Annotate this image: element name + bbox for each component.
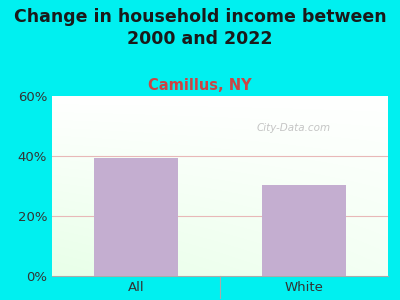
Bar	[262, 184, 346, 276]
Text: City-Data.com: City-Data.com	[257, 123, 331, 134]
Bar	[94, 158, 178, 276]
Text: Change in household income between
2000 and 2022: Change in household income between 2000 …	[14, 8, 386, 48]
Text: Camillus, NY: Camillus, NY	[148, 78, 252, 93]
